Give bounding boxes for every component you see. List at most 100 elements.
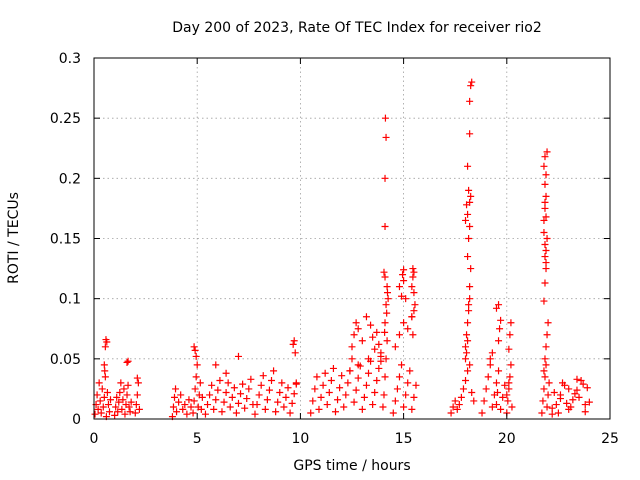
data-point xyxy=(381,114,389,122)
data-point xyxy=(467,192,475,200)
data-point xyxy=(464,337,472,345)
data-point xyxy=(323,401,331,409)
data-point xyxy=(542,343,550,351)
data-point xyxy=(409,331,417,339)
data-point xyxy=(210,405,218,413)
data-point xyxy=(447,409,455,417)
data-point xyxy=(579,380,587,388)
data-point xyxy=(93,391,101,399)
data-point xyxy=(265,386,273,394)
data-point xyxy=(540,297,548,305)
data-point xyxy=(371,345,379,353)
data-point xyxy=(540,216,548,224)
data-point xyxy=(170,393,178,401)
data-point xyxy=(451,397,459,405)
data-point xyxy=(352,386,360,394)
data-point xyxy=(478,409,486,417)
data-point xyxy=(543,235,551,242)
data-point xyxy=(113,393,121,401)
data-point xyxy=(462,216,470,224)
data-point xyxy=(465,186,473,194)
data-point xyxy=(103,338,111,346)
data-point xyxy=(204,401,212,409)
data-point xyxy=(373,376,381,384)
data-point xyxy=(540,367,548,375)
data-point xyxy=(212,361,220,369)
data-point xyxy=(237,390,245,398)
data-point xyxy=(464,319,472,327)
data-point xyxy=(577,376,585,384)
data-point xyxy=(462,343,470,351)
data-point xyxy=(406,367,414,375)
data-point xyxy=(123,391,131,399)
data-point xyxy=(492,304,500,312)
data-point xyxy=(255,391,263,399)
data-point xyxy=(232,409,240,417)
data-point xyxy=(409,273,417,281)
data-point xyxy=(466,283,474,291)
data-point xyxy=(191,346,199,354)
data-point xyxy=(463,331,471,339)
data-point xyxy=(226,403,234,411)
data-point xyxy=(449,403,457,411)
data-point xyxy=(218,408,226,416)
data-point xyxy=(540,162,548,170)
data-point xyxy=(127,398,135,406)
data-point xyxy=(352,319,360,327)
data-point xyxy=(395,331,403,339)
data-point xyxy=(494,389,502,397)
data-point xyxy=(234,399,242,407)
data-point xyxy=(393,385,401,393)
data-point xyxy=(278,379,286,387)
data-point xyxy=(173,408,181,416)
data-point xyxy=(263,396,271,404)
x-tick-label: 0 xyxy=(90,431,99,447)
data-point xyxy=(187,403,195,411)
data-point xyxy=(197,405,205,413)
data-point xyxy=(181,401,189,409)
data-point xyxy=(410,307,418,315)
data-point xyxy=(124,381,132,389)
data-point xyxy=(338,372,346,380)
data-point xyxy=(408,283,416,291)
data-point xyxy=(126,408,134,416)
data-point xyxy=(97,409,105,417)
data-point xyxy=(327,376,335,384)
data-point xyxy=(325,389,333,397)
x-tick-label: 5 xyxy=(193,431,202,447)
data-point xyxy=(492,379,500,387)
data-point xyxy=(114,408,122,416)
data-point xyxy=(381,273,389,281)
data-point xyxy=(190,397,198,405)
data-point xyxy=(383,337,391,345)
data-point xyxy=(495,337,503,345)
data-point xyxy=(544,319,552,327)
data-point xyxy=(541,373,549,381)
data-point xyxy=(463,201,471,209)
data-point xyxy=(124,357,132,365)
data-point xyxy=(313,373,321,381)
data-point xyxy=(404,379,412,387)
data-point xyxy=(292,379,300,387)
data-point xyxy=(470,397,478,405)
data-point xyxy=(104,401,112,409)
data-point xyxy=(486,355,494,363)
data-point xyxy=(101,343,109,351)
data-point xyxy=(382,133,390,141)
data-point xyxy=(177,391,185,399)
data-point xyxy=(276,389,284,397)
data-point xyxy=(290,390,298,398)
y-tick-label: 0.25 xyxy=(50,111,81,127)
data-point xyxy=(261,405,269,413)
data-point xyxy=(342,391,350,399)
data-point xyxy=(541,198,549,206)
data-point xyxy=(585,398,593,406)
data-point xyxy=(348,343,356,351)
data-point xyxy=(391,343,399,351)
data-point xyxy=(183,410,191,418)
data-point xyxy=(101,367,109,375)
data-point xyxy=(119,396,127,404)
y-tick-label: 0.1 xyxy=(59,292,81,308)
